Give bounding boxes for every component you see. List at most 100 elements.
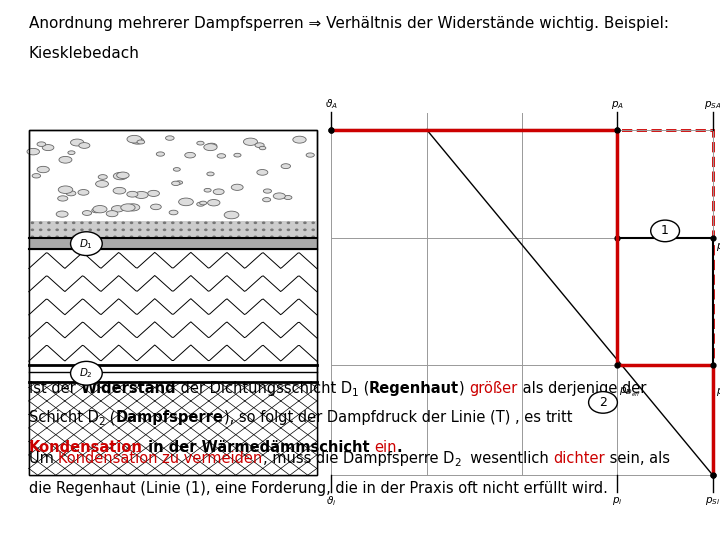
Ellipse shape bbox=[171, 181, 180, 186]
Circle shape bbox=[55, 221, 59, 224]
Circle shape bbox=[155, 228, 158, 231]
Ellipse shape bbox=[112, 206, 124, 212]
Ellipse shape bbox=[27, 148, 40, 155]
Ellipse shape bbox=[207, 172, 214, 176]
Ellipse shape bbox=[78, 190, 89, 195]
Circle shape bbox=[179, 221, 183, 224]
Circle shape bbox=[179, 235, 183, 238]
Text: Widerstand: Widerstand bbox=[80, 381, 176, 396]
Text: (: ( bbox=[105, 410, 116, 426]
Text: $D_1$: $D_1$ bbox=[79, 237, 94, 251]
Circle shape bbox=[311, 235, 315, 238]
Ellipse shape bbox=[207, 143, 217, 148]
Circle shape bbox=[71, 361, 102, 385]
Ellipse shape bbox=[131, 138, 144, 144]
Circle shape bbox=[237, 228, 240, 231]
Text: tritt: tritt bbox=[545, 410, 572, 426]
Ellipse shape bbox=[257, 170, 268, 175]
Circle shape bbox=[30, 228, 34, 231]
Text: der Dichtungsschicht D: der Dichtungsschicht D bbox=[176, 381, 352, 396]
Ellipse shape bbox=[281, 164, 290, 168]
Text: Schicht D: Schicht D bbox=[29, 410, 99, 426]
Circle shape bbox=[72, 228, 76, 231]
Circle shape bbox=[196, 235, 199, 238]
Circle shape bbox=[130, 221, 133, 224]
Circle shape bbox=[229, 228, 233, 231]
Circle shape bbox=[295, 235, 299, 238]
Circle shape bbox=[138, 235, 142, 238]
Circle shape bbox=[262, 228, 266, 231]
Circle shape bbox=[287, 221, 290, 224]
Ellipse shape bbox=[113, 187, 126, 194]
Ellipse shape bbox=[121, 204, 135, 211]
Circle shape bbox=[39, 228, 42, 231]
Ellipse shape bbox=[150, 204, 161, 210]
Ellipse shape bbox=[127, 191, 138, 197]
Circle shape bbox=[39, 235, 42, 238]
Circle shape bbox=[71, 232, 102, 255]
Circle shape bbox=[89, 221, 92, 224]
FancyBboxPatch shape bbox=[29, 221, 317, 239]
FancyBboxPatch shape bbox=[29, 130, 317, 475]
Ellipse shape bbox=[217, 154, 225, 158]
Circle shape bbox=[63, 228, 67, 231]
Circle shape bbox=[287, 235, 290, 238]
Ellipse shape bbox=[42, 145, 54, 151]
Circle shape bbox=[262, 235, 266, 238]
Text: $p_{Si}$: $p_{Si}$ bbox=[705, 495, 720, 507]
Ellipse shape bbox=[197, 141, 204, 145]
Circle shape bbox=[287, 228, 290, 231]
Text: ): ) bbox=[459, 381, 469, 396]
Circle shape bbox=[237, 235, 240, 238]
Circle shape bbox=[47, 228, 50, 231]
Ellipse shape bbox=[185, 152, 195, 158]
Circle shape bbox=[155, 235, 158, 238]
Circle shape bbox=[30, 235, 34, 238]
Circle shape bbox=[47, 221, 50, 224]
Ellipse shape bbox=[135, 192, 148, 199]
Ellipse shape bbox=[82, 211, 91, 215]
Text: $p_m$: $p_m$ bbox=[716, 241, 720, 253]
Circle shape bbox=[146, 228, 150, 231]
Ellipse shape bbox=[284, 195, 292, 200]
Text: die Regenhaut (Linie (1), eine Forderung, die in der Praxis oft nicht erfüllt wi: die Regenhaut (Linie (1), eine Forderung… bbox=[29, 481, 608, 496]
Circle shape bbox=[105, 221, 109, 224]
Circle shape bbox=[237, 221, 240, 224]
Ellipse shape bbox=[174, 167, 180, 171]
Circle shape bbox=[113, 228, 117, 231]
Circle shape bbox=[279, 235, 282, 238]
Ellipse shape bbox=[59, 157, 72, 163]
Circle shape bbox=[229, 235, 233, 238]
Text: $p_i$: $p_i$ bbox=[612, 495, 623, 507]
Text: Ist der: Ist der bbox=[29, 381, 80, 396]
Circle shape bbox=[212, 235, 216, 238]
Text: Regenhaut: Regenhaut bbox=[369, 381, 459, 396]
Circle shape bbox=[295, 221, 299, 224]
Text: $\vartheta_i$: $\vartheta_i$ bbox=[326, 495, 336, 509]
Ellipse shape bbox=[71, 139, 84, 146]
Ellipse shape bbox=[68, 151, 75, 154]
Circle shape bbox=[303, 235, 307, 238]
Circle shape bbox=[96, 235, 100, 238]
Circle shape bbox=[155, 221, 158, 224]
Text: ), so folgt der Dampfdruck der Linie (T) , es: ), so folgt der Dampfdruck der Linie (T)… bbox=[223, 410, 545, 426]
Circle shape bbox=[171, 221, 174, 224]
Ellipse shape bbox=[98, 174, 107, 179]
Circle shape bbox=[303, 228, 307, 231]
Ellipse shape bbox=[107, 211, 118, 217]
Ellipse shape bbox=[243, 138, 258, 145]
Ellipse shape bbox=[197, 202, 204, 206]
Circle shape bbox=[130, 228, 133, 231]
Circle shape bbox=[270, 221, 274, 224]
Circle shape bbox=[270, 235, 274, 238]
Circle shape bbox=[113, 221, 117, 224]
Circle shape bbox=[204, 235, 207, 238]
Ellipse shape bbox=[156, 152, 164, 156]
Circle shape bbox=[229, 221, 233, 224]
Circle shape bbox=[196, 221, 199, 224]
Ellipse shape bbox=[126, 204, 140, 211]
Text: , muss die Dampfsperre D: , muss die Dampfsperre D bbox=[263, 451, 454, 466]
Circle shape bbox=[212, 221, 216, 224]
Text: als derjenige der: als derjenige der bbox=[518, 381, 646, 396]
Ellipse shape bbox=[91, 208, 101, 213]
